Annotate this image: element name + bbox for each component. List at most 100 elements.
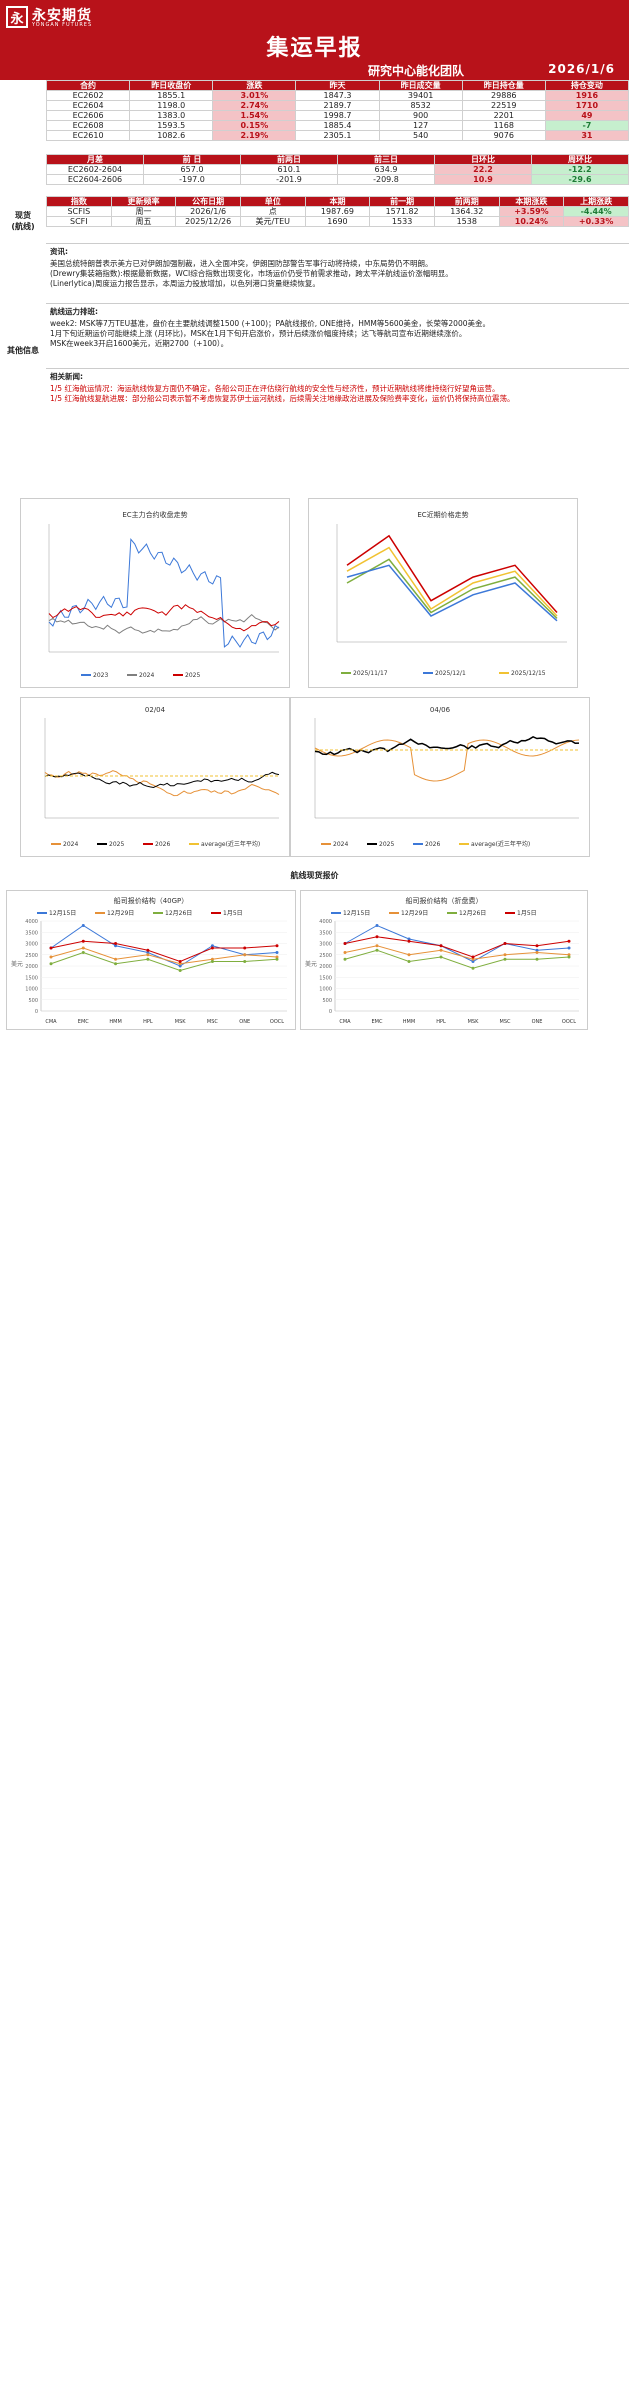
data-point	[439, 944, 443, 948]
series-line	[346, 558, 558, 619]
chart-spot-discount: 船司报价结构（折盘费） 12月15日 12月29日 12月26日 1月5日 4000 350…	[300, 890, 588, 1030]
cell-p: 1533	[369, 216, 435, 227]
x-tick-label: MSK	[175, 1019, 186, 1025]
series-line	[346, 546, 558, 617]
cell-doi: 1710	[544, 100, 629, 111]
data-point	[146, 953, 150, 957]
chart-spread-0406: 04/06 2024 2025 2026 average(近三年平均)	[290, 697, 590, 857]
data-point	[49, 946, 53, 950]
cell-a: 657.0	[143, 164, 241, 175]
x-tick-label: MSK	[468, 1019, 479, 1025]
header-cell: 合约	[45, 80, 131, 91]
data-point	[210, 944, 214, 948]
legend-label: 12月26日	[165, 910, 192, 917]
cell-c: -209.8	[337, 174, 435, 185]
schedule-line: week2: MSK等7万TEU基准，盘价在主要航线调整1500 (+100)；…	[50, 319, 490, 328]
cell-prev: 2305.1	[295, 130, 380, 141]
cell-pp: 1538	[433, 216, 500, 227]
x-tick-label: CMA	[45, 1019, 57, 1025]
data-point	[375, 948, 379, 952]
y-tick-label: 1000	[319, 987, 332, 993]
cell-chg: 1.54%	[212, 110, 297, 121]
legend-label: 12月15日	[343, 910, 370, 917]
x-tick-label: ONE	[532, 1019, 543, 1025]
table-row: SCFIS 周一 2026/1/6 点 1987.69 1571.82 1364.32 +3.…	[46, 206, 629, 217]
data-point	[49, 962, 53, 966]
series-line	[44, 770, 280, 797]
data-point	[471, 955, 475, 959]
y-tick-label: 2500	[319, 953, 332, 959]
cell-f: 周五	[110, 216, 177, 227]
cell-n: EC2602-2604	[46, 164, 144, 175]
data-point	[503, 942, 507, 945]
data-point	[275, 944, 279, 948]
header-cell: 持仓变动	[544, 80, 629, 91]
header-cell: 本期	[304, 196, 371, 207]
header-cell: 前三日	[337, 154, 435, 165]
legend-label: 2025	[185, 672, 200, 679]
legend-label: 12月29日	[401, 910, 428, 917]
y-tick-label: 0	[329, 1009, 332, 1015]
header-cell: 昨日持仓量	[461, 80, 546, 91]
cell-prev: 1998.7	[295, 110, 380, 121]
cell-n: EC2604-2606	[46, 174, 144, 185]
data-point	[375, 935, 379, 939]
series-line	[50, 951, 278, 972]
series-line	[48, 604, 280, 632]
header-cell: 本期涨跌	[498, 196, 565, 207]
legend-label: 12月15日	[49, 910, 76, 917]
legend-label: 2025	[109, 841, 124, 848]
cell-c: EC2604	[45, 100, 131, 111]
x-tick-label: MSC	[207, 1019, 218, 1025]
series-line	[48, 537, 280, 648]
table-row: SCFI 周五 2025/12/26 美元/TEU 1690 1533 1538 10.24%…	[46, 216, 629, 227]
y-tick-label: 2000	[25, 964, 38, 970]
cell-doi: -7	[544, 120, 629, 131]
header-cell: 前 日	[143, 154, 241, 165]
cell-e: -12.2	[531, 164, 629, 175]
cell-d: 10.9	[434, 174, 532, 185]
cell-v: 1987.69	[304, 206, 371, 217]
data-point	[81, 924, 85, 927]
logo-text: 永安期货	[32, 8, 92, 24]
table-header-row: 月差前 日前两日 前三日 日环比 周环比	[46, 154, 629, 165]
data-point	[178, 964, 182, 968]
series-line	[50, 947, 278, 965]
chart-title: 船司报价结构（折盘费）	[406, 896, 483, 905]
report-date: 2026/1/6	[548, 62, 615, 76]
schedule-head: 航线运力排班:	[50, 307, 98, 316]
chart-spot-40gp: 船司报价结构（40GP） 12月15日 12月29日 12月26日 1月5日 4000 35…	[6, 890, 296, 1030]
cell-p: 1198.0	[129, 100, 214, 111]
data-point	[439, 955, 443, 959]
y-tick-label: 3000	[25, 942, 38, 948]
data-point	[503, 957, 507, 961]
data-point	[210, 946, 214, 950]
news-side-label: 其他信息	[7, 346, 39, 355]
x-tick-label: HPL	[436, 1019, 446, 1025]
data-point	[210, 957, 214, 961]
legend-label: average(近三年平均)	[201, 840, 260, 848]
y-tick-label: 500	[28, 998, 38, 1004]
data-point	[471, 966, 475, 970]
news-block: 资讯: 美国总统特朗普表示美方已对伊朗加强制裁，进入全面冲突，伊朗国防部警告军事…	[46, 243, 629, 303]
data-point	[439, 948, 443, 952]
series-line	[44, 771, 280, 788]
header-cell: 月差	[46, 154, 144, 165]
data-point	[407, 960, 411, 963]
legend-label: 2026	[155, 841, 170, 848]
series-line	[50, 940, 278, 963]
series-line	[314, 739, 580, 782]
data-point	[471, 960, 475, 963]
series-line	[314, 736, 580, 756]
chart-title: 04/06	[430, 706, 451, 714]
cell-prev: 2189.7	[295, 100, 380, 111]
series-line	[344, 945, 570, 960]
x-tick-label: HMM	[403, 1019, 415, 1025]
policy-line: 1/5 红海航运情况：海运航线恢复方面仍不确定，各船公司正在评估绕行航线的安全性…	[50, 384, 500, 393]
series-line	[344, 936, 570, 958]
chart-svg: EC近期价格走势2025/11/172025/12/12025/12/15202…	[336, 510, 567, 677]
legend-label: 12月29日	[107, 910, 134, 917]
cell-chg: 2.19%	[212, 130, 297, 141]
header-cell: 日环比	[434, 154, 532, 165]
